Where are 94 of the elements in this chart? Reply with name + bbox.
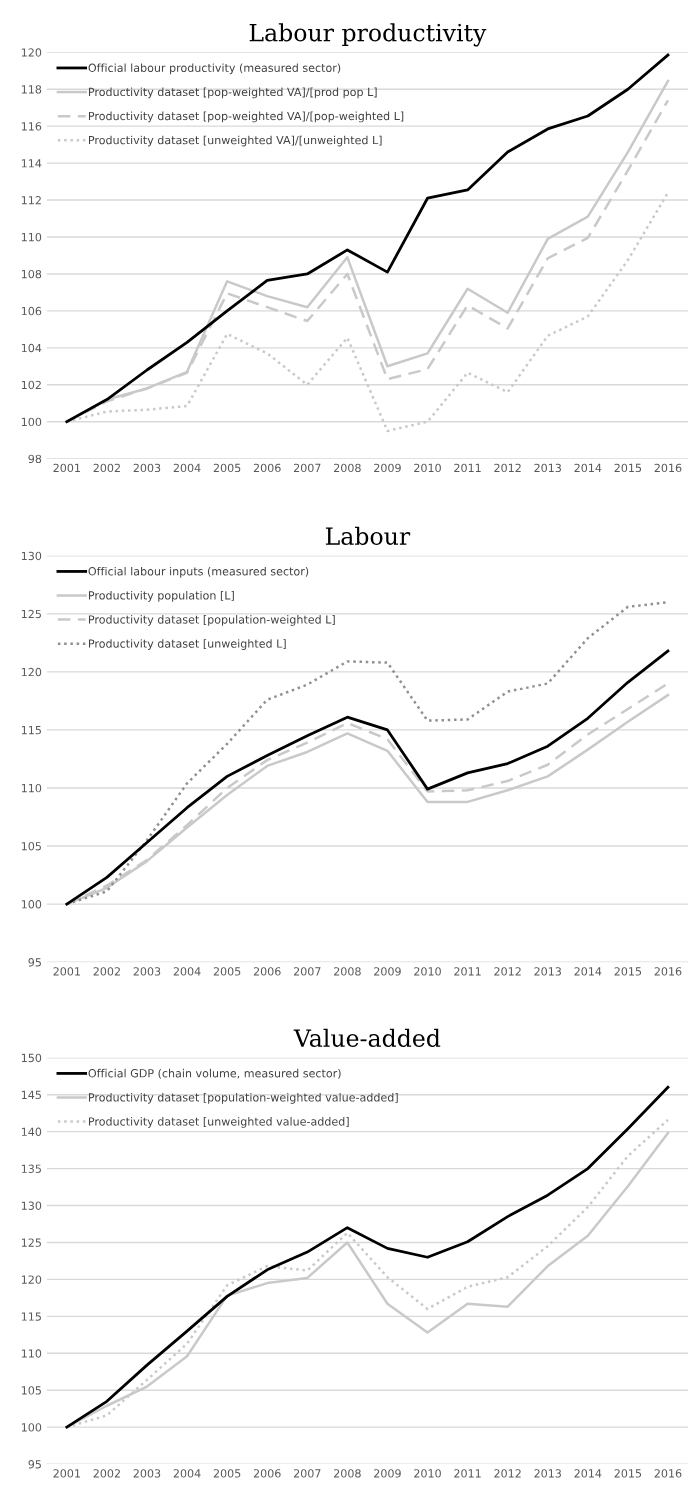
y-tick-label: 125 xyxy=(21,609,41,619)
x-tick-label: 2009 xyxy=(374,463,401,473)
y-tick-label: 104 xyxy=(21,343,42,353)
legend-label: Productivity dataset [pop-weighted VA]/[prod pop L] xyxy=(88,87,377,99)
x-tick-label: 2002 xyxy=(93,1469,120,1478)
y-tick-label: 114 xyxy=(21,159,42,168)
x-tick-label: 2011 xyxy=(454,463,481,473)
x-tick-label: 2001 xyxy=(53,967,80,976)
x-tick-label: 2001 xyxy=(53,1469,80,1478)
x-tick-label: 2016 xyxy=(654,1469,682,1478)
x-tick-label: 2009 xyxy=(374,967,401,976)
chart-title: Labour productivity xyxy=(249,23,487,47)
y-tick-label: 130 xyxy=(21,1201,42,1210)
x-tick-label: 2012 xyxy=(494,967,521,976)
y-tick-label: 105 xyxy=(21,842,41,851)
x-tick-label: 2016 xyxy=(654,463,682,473)
y-tick-label: 102 xyxy=(21,380,41,390)
x-tick-label: 2005 xyxy=(213,1469,241,1478)
legend-label: Productivity dataset [unweighted L] xyxy=(88,639,286,650)
x-tick-label: 2010 xyxy=(414,1469,441,1478)
y-tick-label: 106 xyxy=(21,306,42,316)
legend-label: Official labour inputs (measured sector) xyxy=(88,566,309,578)
x-tick-label: 2007 xyxy=(293,463,321,473)
y-tick-label: 140 xyxy=(21,1127,42,1137)
legend-label: Productivity dataset [population-weighted value-added] xyxy=(88,1092,398,1104)
legend-label: Productivity dataset [population-weighted L] xyxy=(88,615,335,626)
x-tick-label: 2007 xyxy=(293,967,321,976)
chart-title: Value-added xyxy=(293,1028,441,1047)
x-tick-label: 2006 xyxy=(253,463,281,473)
y-tick-label: 105 xyxy=(21,1386,41,1395)
y-tick-label: 145 xyxy=(21,1090,41,1100)
x-tick-label: 2011 xyxy=(454,967,481,976)
y-tick-label: 110 xyxy=(21,232,42,242)
y-tick-label: 120 xyxy=(21,667,42,677)
y-tick-label: 120 xyxy=(21,1275,42,1284)
y-tick-label: 125 xyxy=(21,1238,41,1247)
x-tick-label: 2005 xyxy=(213,967,241,976)
x-tick-label: 2001 xyxy=(53,463,80,473)
x-tick-label: 2003 xyxy=(133,967,161,976)
legend-label: Official GDP (chain volume, measured sector) xyxy=(88,1068,341,1079)
y-tick-label: 116 xyxy=(21,122,42,131)
x-tick-label: 2014 xyxy=(574,1469,602,1478)
x-tick-label: 2015 xyxy=(614,967,642,976)
y-tick-label: 100 xyxy=(21,900,42,909)
y-tick-label: 110 xyxy=(21,783,42,793)
x-tick-label: 2002 xyxy=(93,463,120,473)
y-tick-label: 112 xyxy=(21,196,41,205)
x-tick-label: 2007 xyxy=(293,1469,321,1478)
y-tick-label: 95 xyxy=(28,1460,41,1469)
x-tick-label: 2013 xyxy=(534,1469,561,1478)
x-tick-label: 2004 xyxy=(173,463,201,473)
x-tick-label: 2005 xyxy=(213,463,241,473)
y-tick-label: 100 xyxy=(21,1423,42,1432)
chart-title: Labour xyxy=(325,526,411,545)
x-tick-label: 2013 xyxy=(534,463,561,473)
y-tick-label: 108 xyxy=(21,269,42,279)
legend-label: Productivity dataset [unweighted value-added] xyxy=(88,1117,349,1128)
x-tick-label: 2003 xyxy=(133,463,161,473)
legend-label: Productivity dataset [pop-weighted VA]/[pop-weighted L] xyxy=(88,111,404,123)
x-tick-label: 2009 xyxy=(374,1469,401,1478)
x-tick-label: 2010 xyxy=(414,463,441,473)
y-tick-label: 150 xyxy=(21,1053,42,1063)
x-tick-label: 2016 xyxy=(654,967,682,976)
x-tick-label: 2008 xyxy=(334,1469,361,1478)
x-tick-label: 2015 xyxy=(614,463,642,473)
legend-label: Productivity dataset [unweighted VA]/[unweighted L] xyxy=(88,135,382,147)
y-tick-label: 95 xyxy=(28,958,41,967)
x-tick-label: 2010 xyxy=(414,967,441,976)
y-tick-label: 115 xyxy=(21,1312,41,1321)
y-tick-label: 130 xyxy=(21,551,42,561)
x-tick-label: 2014 xyxy=(574,967,602,976)
x-tick-label: 2006 xyxy=(253,1469,281,1478)
y-tick-label: 115 xyxy=(21,726,41,735)
x-tick-label: 2004 xyxy=(173,967,201,976)
y-tick-label: 98 xyxy=(28,454,42,464)
y-tick-label: 135 xyxy=(21,1164,41,1173)
x-tick-label: 2008 xyxy=(334,463,361,473)
x-tick-label: 2008 xyxy=(334,967,361,976)
x-tick-label: 2015 xyxy=(614,1469,642,1478)
x-tick-label: 2011 xyxy=(454,1469,481,1478)
x-tick-label: 2013 xyxy=(534,967,561,976)
y-tick-label: 118 xyxy=(21,85,42,94)
y-tick-label: 100 xyxy=(21,417,42,427)
x-tick-label: 2006 xyxy=(253,967,281,976)
y-tick-label: 110 xyxy=(21,1349,42,1358)
x-tick-label: 2012 xyxy=(494,463,521,473)
x-tick-label: 2004 xyxy=(173,1469,201,1478)
y-tick-label: 120 xyxy=(21,48,42,57)
legend-label: Official labour productivity (measured sector) xyxy=(88,63,341,75)
x-tick-label: 2012 xyxy=(494,1469,521,1478)
legend-label: Productivity population [L] xyxy=(88,590,234,602)
x-tick-label: 2014 xyxy=(574,463,602,473)
x-tick-label: 2003 xyxy=(133,1469,161,1478)
x-tick-label: 2002 xyxy=(93,967,120,976)
